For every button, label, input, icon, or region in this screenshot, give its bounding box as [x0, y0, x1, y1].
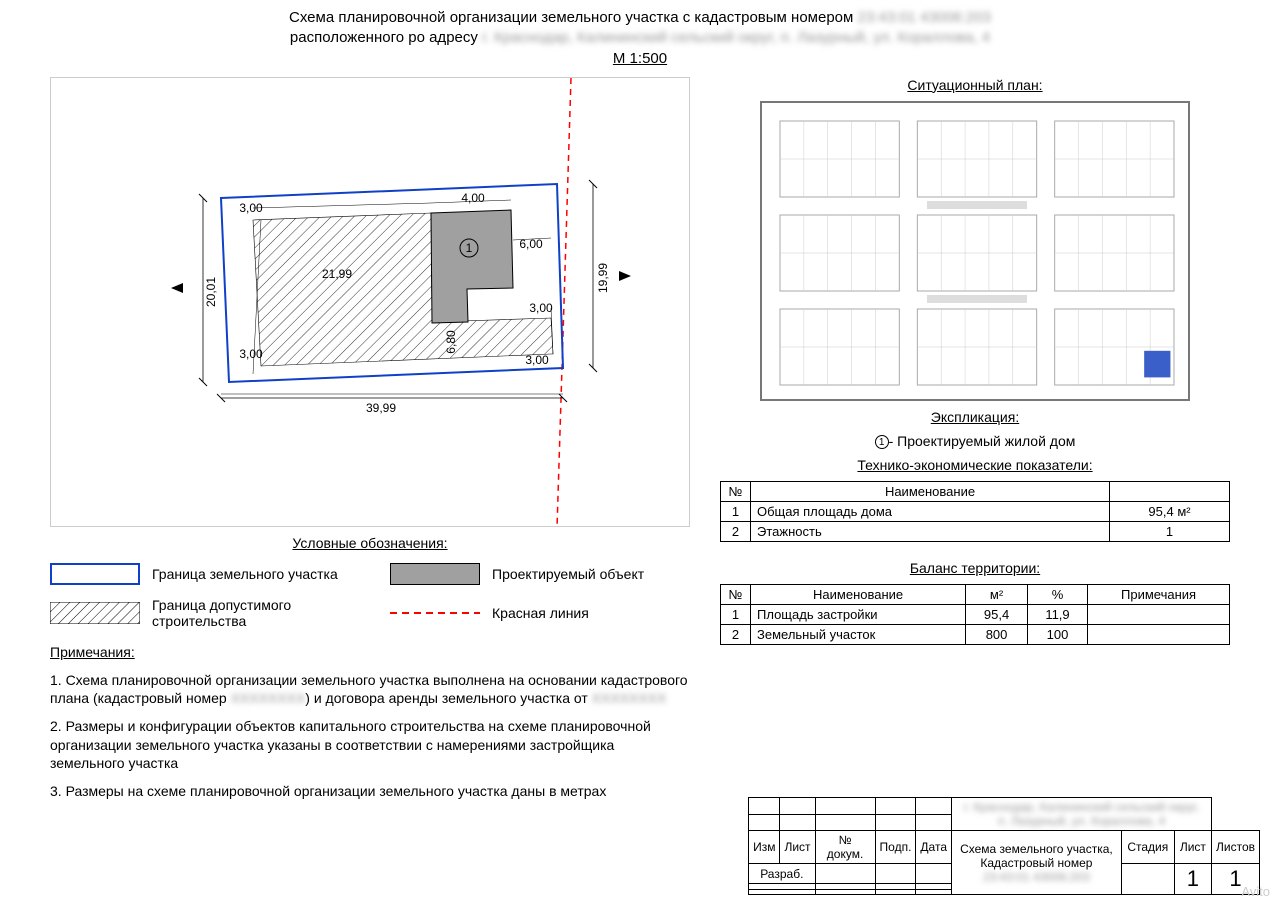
note-item: 2. Размеры и конфигурации объектов капит…: [50, 717, 690, 772]
legend-item: Красная линия: [390, 597, 690, 629]
legend-label: Граница допустимого строительства: [152, 597, 350, 629]
legend-item: Граница допустимого строительства: [50, 597, 350, 629]
legend-label: Красная линия: [492, 605, 589, 621]
title-cadastral: 23:43:01 43006:203: [858, 9, 991, 26]
svg-text:3,00: 3,00: [529, 301, 553, 315]
tech-heading: Технико-экономические показатели:: [720, 457, 1230, 473]
notes: Примечания: 1. Схема планировочной орган…: [50, 643, 690, 800]
legend-label: Граница земельного участка: [152, 566, 338, 582]
legend-label: Проектируемый объект: [492, 566, 644, 582]
scale: М 1:500: [0, 49, 1280, 69]
svg-text:6,80: 6,80: [444, 330, 458, 354]
watermark: Avito: [1241, 884, 1270, 899]
note-item: 1. Схема планировочной организации земел…: [50, 671, 690, 707]
title-line2: расположенного ро адресу: [290, 29, 478, 46]
svg-text:20,01: 20,01: [204, 276, 218, 306]
legend: Граница земельного участка Проектируемый …: [50, 559, 690, 633]
svg-text:19,99: 19,99: [596, 262, 610, 292]
explication-heading: Экспликация:: [720, 409, 1230, 425]
situational-plan: [760, 101, 1190, 401]
svg-text:4,00: 4,00: [461, 191, 485, 205]
explication-item: 1- Проектируемый жилой дом: [720, 433, 1230, 449]
svg-text:3,00: 3,00: [525, 353, 549, 367]
legend-item: Граница земельного участка: [50, 563, 350, 585]
plan-drawing: 13,004,0021,996,003,003,003,006,8039,992…: [50, 77, 690, 527]
tech-table: №Наименование1Общая площадь дома95,4 м²2…: [720, 481, 1230, 542]
balance-heading: Баланс территории:: [720, 560, 1230, 576]
svg-text:39,99: 39,99: [366, 401, 396, 415]
situational-heading: Ситуационный план:: [720, 77, 1230, 93]
note-item: 3. Размеры на схеме планировочной органи…: [50, 782, 690, 800]
balance-table: №Наименованием²%Примечания1Площадь застр…: [720, 584, 1230, 645]
title-stamp: г. Краснодар, Калининский сельский округ…: [748, 797, 1260, 895]
legend-item: Проектируемый объект: [390, 563, 690, 585]
legend-heading: Условные обозначения:: [50, 535, 690, 551]
title-line1: Схема планировочной организации земельно…: [289, 9, 853, 26]
notes-heading: Примечания:: [50, 643, 690, 661]
title-address: г. Краснодар, Калининский сельский округ…: [482, 29, 990, 46]
title-block: Схема планировочной организации земельно…: [0, 0, 1280, 69]
svg-text:1: 1: [466, 241, 473, 255]
svg-text:3,00: 3,00: [239, 347, 263, 361]
svg-text:21,99: 21,99: [322, 267, 352, 281]
